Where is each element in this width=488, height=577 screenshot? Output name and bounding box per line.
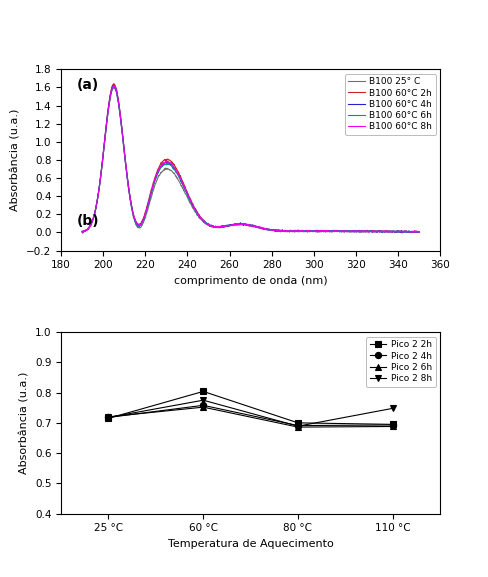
B100 60°C 6h [310,228,316,235]
Text: (a): (a) [76,78,99,92]
B100 60°C 4h [216,223,222,230]
Pico 2 2h [105,415,111,422]
B100 60°C 8h [348,227,354,234]
B100 60°C 4h [79,228,85,235]
Pico 2 8h [294,423,300,430]
B100 60°C 8h [80,230,85,237]
B100 60°C 2h [406,229,412,236]
Pico 2 2h [389,421,395,428]
B100 60°C 8h [79,228,85,235]
B100 25° C [342,228,347,235]
Pico 2 2h [294,419,300,426]
Pico 2 4h [294,422,300,429]
B100 25° C [398,230,404,237]
Line: Pico 2 8h: Pico 2 8h [105,397,395,429]
Pico 2 4h [105,414,111,421]
B100 60°C 4h [80,230,85,237]
X-axis label: comprimento de onda (nm): comprimento de onda (nm) [173,276,327,286]
Pico 2 6h [200,404,206,411]
Pico 2 6h [294,424,300,430]
Line: Pico 2 6h: Pico 2 6h [105,404,395,430]
B100 25° C [227,222,233,228]
B100 60°C 2h [415,228,421,235]
B100 60°C 6h [415,228,421,235]
B100 60°C 4h [415,229,421,236]
B100 60°C 2h [342,227,347,234]
B100 60°C 8h [228,222,234,229]
B100 60°C 2h [347,228,353,235]
B100 60°C 6h [347,227,353,234]
Pico 2 6h [389,423,395,430]
Line: B100 60°C 4h: B100 60°C 4h [82,85,418,233]
B100 60°C 2h [227,222,233,229]
X-axis label: Temperatura de Aquecimento: Temperatura de Aquecimento [167,539,333,549]
Pico 2 4h [200,402,206,409]
B100 60°C 6h [342,228,347,235]
B100 60°C 8h [310,228,316,235]
Line: Pico 2 4h: Pico 2 4h [105,402,395,429]
B100 25° C [215,224,221,231]
Line: B100 60°C 8h: B100 60°C 8h [82,85,418,233]
B100 60°C 8h [111,82,117,89]
Legend: B100 25° C, B100 60°C 2h, B100 60°C 4h, B100 60°C 6h, B100 60°C 8h: B100 25° C, B100 60°C 2h, B100 60°C 4h, … [344,74,435,135]
B100 60°C 2h [310,228,316,235]
B100 60°C 6h [110,83,116,90]
Line: B100 60°C 2h: B100 60°C 2h [82,84,418,233]
B100 25° C [310,227,316,234]
Y-axis label: Absorbância (u.a.): Absorbância (u.a.) [20,372,29,474]
Pico 2 4h [389,422,395,429]
Pico 2 6h [105,413,111,420]
B100 60°C 2h [110,80,116,87]
B100 60°C 8h [216,223,222,230]
B100 60°C 4h [342,227,348,234]
B100 60°C 6h [79,228,85,235]
B100 60°C 4h [348,228,354,235]
Pico 2 8h [200,397,206,404]
B100 60°C 6h [227,222,233,228]
B100 25° C [114,91,120,98]
B100 60°C 4h [228,221,234,228]
B100 25° C [79,228,85,235]
Legend: Pico 2 2h, Pico 2 4h, Pico 2 6h, Pico 2 8h: Pico 2 2h, Pico 2 4h, Pico 2 6h, Pico 2 … [366,337,435,387]
B100 60°C 4h [310,227,316,234]
B100 60°C 6h [369,229,375,236]
B100 60°C 6h [114,91,120,98]
B100 60°C 2h [114,87,120,94]
Line: B100 25° C: B100 25° C [82,88,418,233]
B100 60°C 6h [215,223,221,230]
B100 60°C 8h [415,228,421,235]
B100 25° C [347,227,353,234]
B100 60°C 4h [114,92,120,99]
Line: B100 60°C 6h: B100 60°C 6h [82,87,418,233]
B100 25° C [415,228,421,235]
B100 60°C 8h [342,227,348,234]
B100 60°C 2h [215,224,221,231]
B100 25° C [110,84,116,91]
B100 60°C 4h [111,82,117,89]
Y-axis label: Absorbância (u.a.): Absorbância (u.a.) [11,108,20,211]
B100 60°C 2h [79,228,85,235]
Pico 2 8h [389,405,395,412]
Line: Pico 2 2h: Pico 2 2h [105,388,395,428]
Pico 2 8h [105,414,111,421]
Text: (b): (b) [76,214,99,228]
Pico 2 2h [200,388,206,395]
B100 60°C 8h [114,91,120,98]
